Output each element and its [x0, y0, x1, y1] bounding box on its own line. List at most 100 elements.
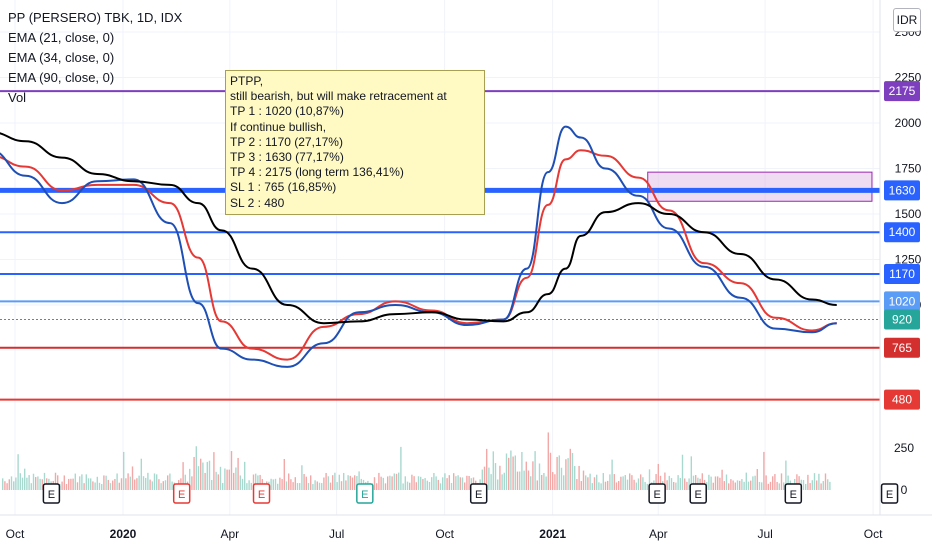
volume-bar — [314, 480, 316, 490]
volume-bar — [204, 472, 206, 490]
volume-bar — [710, 476, 712, 490]
event-marker-label[interactable]: E — [475, 489, 482, 501]
volume-bar — [508, 457, 510, 490]
volume-bar — [184, 474, 186, 490]
level-badge — [884, 222, 920, 243]
event-marker-box[interactable] — [689, 483, 707, 504]
event-marker-label[interactable]: E — [790, 489, 797, 501]
volume-bar — [145, 477, 147, 490]
volume-bar — [701, 473, 703, 490]
event-marker-box[interactable] — [172, 483, 191, 504]
event-marker-label[interactable]: E — [178, 489, 185, 501]
volume-bar — [637, 478, 640, 490]
indicator-ema21[interactable]: EMA (21, close, 0) — [8, 30, 115, 45]
volume-bar — [587, 477, 589, 490]
ema-line[interactable] — [0, 132, 837, 325]
indicator-volume[interactable]: Vol — [8, 90, 27, 105]
ema-line[interactable] — [0, 149, 837, 361]
event-marker-box[interactable] — [252, 483, 271, 504]
annotation-note[interactable]: PTPP, still bearish, but will make retra… — [225, 70, 485, 215]
volume-bar — [138, 475, 140, 490]
volume-bar — [732, 480, 734, 490]
volume-bar — [325, 472, 327, 490]
volume-bar — [552, 472, 554, 490]
indicator-ema90[interactable]: EMA (90, close, 0) — [8, 70, 115, 85]
volume-bar — [409, 482, 411, 490]
volume-bar — [802, 480, 805, 490]
volume-bar — [798, 476, 800, 490]
event-marker-label[interactable]: E — [695, 489, 702, 501]
volume-bar — [756, 469, 758, 490]
currency-button[interactable]: IDR — [893, 8, 921, 32]
volume-bar — [237, 457, 239, 490]
volume-bar — [688, 478, 690, 490]
event-marker-label[interactable]: E — [258, 489, 265, 501]
event-marker-box[interactable] — [784, 483, 803, 504]
event-marker-box[interactable] — [42, 483, 61, 504]
volume-bar — [182, 462, 184, 490]
volume-bar — [70, 478, 72, 490]
x-tick-label: 2021 — [539, 527, 566, 541]
volume-bar — [591, 483, 593, 490]
volume-bar — [316, 481, 318, 490]
event-marker-box[interactable] — [356, 483, 374, 504]
ema-line[interactable] — [0, 125, 837, 368]
level-badge — [884, 389, 920, 410]
volume-bar — [153, 473, 156, 490]
volume-bar — [560, 467, 563, 490]
volume-bar — [772, 476, 774, 490]
volume-bar — [609, 474, 611, 490]
volume-bar — [512, 456, 514, 490]
volume-bar — [208, 460, 211, 490]
volume-bar — [206, 461, 208, 490]
volume-bar — [809, 483, 811, 490]
volume-bar — [169, 473, 171, 490]
event-marker-box[interactable] — [648, 483, 666, 504]
level-badge-label: 1020 — [889, 294, 916, 308]
x-tick-label: Apr — [649, 527, 668, 541]
volume-bar — [235, 467, 237, 490]
volume-bar — [778, 483, 780, 490]
volume-bar — [525, 461, 527, 490]
volume-bar — [26, 477, 28, 490]
event-marker-box[interactable] — [880, 483, 899, 504]
volume-bar — [534, 451, 536, 490]
volume-bar — [116, 473, 118, 490]
volume-bar — [382, 477, 384, 490]
volume-bar — [745, 472, 747, 490]
indicator-ema34[interactable]: EMA (34, close, 0) — [8, 50, 115, 65]
event-marker-label[interactable]: E — [886, 489, 893, 501]
volume-bar — [455, 476, 457, 490]
volume-bar — [450, 482, 453, 490]
volume-bar — [486, 448, 488, 490]
event-marker-label[interactable]: E — [653, 489, 660, 501]
y-tick-label: 2000 — [895, 116, 922, 130]
event-marker-box[interactable] — [469, 483, 488, 504]
target-zone[interactable] — [647, 171, 873, 202]
volume-bar — [690, 456, 692, 490]
volume-bar — [666, 480, 668, 490]
event-marker-label[interactable]: E — [361, 489, 368, 501]
volume-bar — [417, 476, 420, 490]
volume-bar — [717, 476, 719, 490]
level-badge-label: 920 — [892, 313, 912, 327]
volume-bar — [329, 482, 332, 490]
volume-bar — [21, 477, 24, 490]
volume-bar — [189, 468, 191, 490]
volume-bar — [283, 458, 285, 490]
volume-bar — [503, 472, 505, 490]
volume-bar — [497, 479, 499, 490]
volume-bar — [719, 477, 721, 490]
volume-bar — [290, 479, 292, 490]
volume-bar — [389, 475, 391, 490]
level-badge-label: 1400 — [889, 225, 916, 239]
symbol-title[interactable]: PP (PERSERO) TBK, 1D, IDX — [8, 10, 183, 25]
volume-bar — [761, 482, 763, 490]
volume-bar — [644, 481, 646, 490]
volume-bar — [406, 481, 409, 490]
event-marker-label[interactable]: E — [48, 489, 55, 501]
volume-bar — [211, 479, 213, 490]
volume-bar — [758, 481, 761, 490]
volume-bar — [61, 481, 63, 490]
volume-bar — [635, 482, 637, 490]
